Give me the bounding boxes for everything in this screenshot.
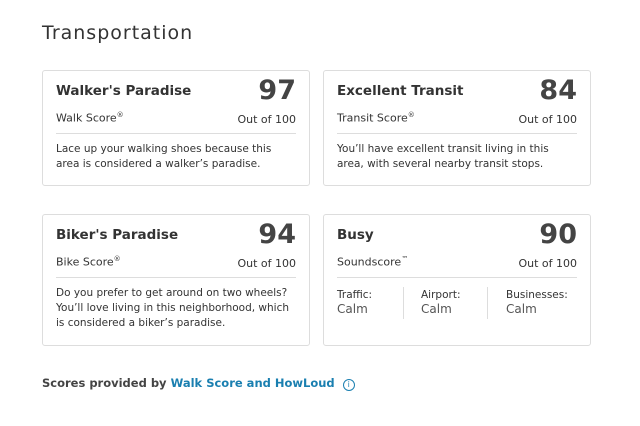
sub-label: Traffic: (337, 289, 373, 301)
label-text: Transit Score (337, 111, 408, 125)
section-title: Transportation (42, 22, 194, 44)
walk-score-card: Walker's Paradise 97 Walk Score® Out of … (42, 70, 310, 186)
divider (56, 133, 296, 134)
label-text: Soundscore (337, 255, 402, 269)
score-label: Soundscore™ (337, 255, 408, 269)
description: You’ll have excellent transit living in … (337, 143, 549, 170)
sub-value: Calm (421, 302, 452, 316)
out-of: Out of 100 (237, 257, 296, 270)
transit-score-card: Excellent Transit 84 Transit Score® Out … (323, 70, 591, 186)
attribution-text: Scores provided by (42, 376, 167, 390)
card-title: Walker's Paradise (56, 83, 192, 99)
score-value: 84 (539, 75, 577, 106)
card-title: Excellent Transit (337, 83, 464, 99)
score-label: Bike Score® (56, 255, 121, 269)
trademark: ® (116, 111, 124, 119)
sub-label: Businesses: (506, 289, 568, 301)
divider (403, 287, 404, 319)
trademark: ™ (401, 255, 409, 263)
out-of: Out of 100 (518, 257, 577, 270)
scores-attribution: Scores provided by Walk Score and HowLou… (42, 376, 355, 391)
divider (487, 287, 488, 319)
score-value: 90 (539, 219, 577, 250)
trademark: ® (113, 255, 121, 263)
score-value: 97 (258, 75, 296, 106)
description: Do you prefer to get around on two wheel… (56, 287, 289, 329)
score-value: 94 (258, 219, 296, 250)
score-label: Transit Score® (337, 111, 415, 125)
businesses-score: Businesses: Calm (506, 288, 568, 316)
out-of: Out of 100 (237, 113, 296, 126)
out-of: Out of 100 (518, 113, 577, 126)
soundscore-card: Busy 90 Soundscore™ Out of 100 Traffic: C… (323, 214, 591, 346)
sub-label: Airport: (421, 289, 461, 301)
info-icon[interactable]: i (342, 379, 355, 391)
description: Lace up your walking shoes because this … (56, 143, 272, 170)
divider (56, 277, 296, 278)
divider (337, 277, 577, 278)
label-text: Walk Score (56, 111, 117, 125)
sub-value: Calm (337, 302, 368, 316)
bike-score-card: Biker's Paradise 94 Bike Score® Out of 1… (42, 214, 310, 346)
sub-value: Calm (506, 302, 537, 316)
score-label: Walk Score® (56, 111, 124, 125)
card-title: Busy (337, 227, 374, 243)
traffic-score: Traffic: Calm (337, 288, 372, 316)
walk-score-howloud-link[interactable]: Walk Score and HowLoud (170, 376, 335, 390)
trademark: ® (407, 111, 415, 119)
label-text: Bike Score (56, 255, 114, 269)
card-title: Biker's Paradise (56, 227, 179, 243)
airport-score: Airport: Calm (421, 288, 460, 316)
divider (337, 133, 577, 134)
